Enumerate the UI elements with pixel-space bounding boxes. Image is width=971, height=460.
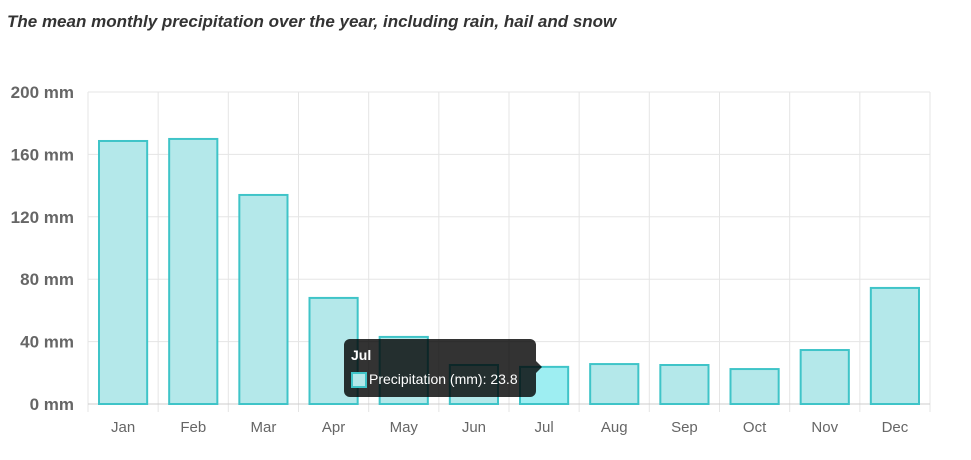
y-tick-label: 120 mm xyxy=(11,208,74,227)
y-tick-label: 40 mm xyxy=(20,333,74,352)
y-tick-label: 160 mm xyxy=(11,145,74,164)
bar-feb xyxy=(168,137,219,405)
bar-dec xyxy=(869,286,920,406)
bar-jan xyxy=(98,139,149,405)
bar-mar xyxy=(238,193,289,405)
x-tick-label: May xyxy=(390,419,419,436)
x-tick-label: Oct xyxy=(743,419,767,436)
x-tick-label: Feb xyxy=(180,419,206,436)
x-tick-label: Sep xyxy=(671,419,698,436)
x-tick-label: Jan xyxy=(111,419,135,436)
y-tick-label: 200 mm xyxy=(11,83,74,102)
chart-title: The mean monthly precipitation over the … xyxy=(7,12,617,31)
x-tick-label: Jul xyxy=(534,419,553,436)
tooltip: Jul Precipitation (mm): 23.8 xyxy=(344,339,542,397)
x-tick-label: Nov xyxy=(811,419,838,436)
bar-sep xyxy=(659,364,710,405)
tooltip-caret xyxy=(536,361,542,373)
x-tick-label: Mar xyxy=(250,419,276,436)
bar-oct xyxy=(729,368,780,405)
y-tick-label: 0 mm xyxy=(30,395,74,414)
tooltip-swatch xyxy=(351,372,367,388)
x-tick-label: Dec xyxy=(882,419,909,436)
tooltip-title: Jul xyxy=(351,347,372,363)
bar-nov xyxy=(799,349,850,405)
x-tick-label: Aug xyxy=(601,419,628,436)
x-tick-label: Apr xyxy=(322,419,345,436)
y-tick-label: 80 mm xyxy=(20,270,74,289)
bar-aug xyxy=(589,363,640,405)
tooltip-label: Precipitation (mm): 23.8 xyxy=(369,371,518,387)
x-tick-label: Jun xyxy=(462,419,486,436)
